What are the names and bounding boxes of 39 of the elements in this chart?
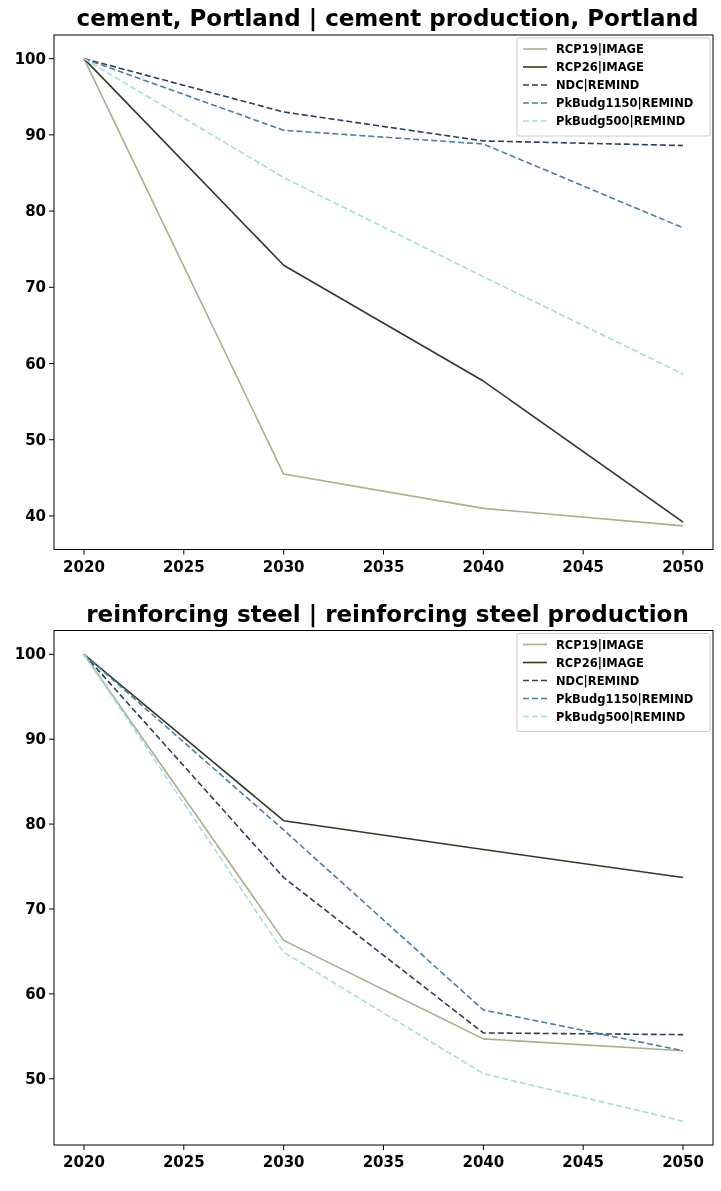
legend-label: NDC|REMIND — [556, 673, 640, 688]
y-tick-label: 90 — [25, 125, 46, 144]
x-tick-label: 2035 — [362, 557, 405, 576]
legend-label: RCP19|IMAGE — [556, 637, 644, 652]
y-tick-label: 40 — [25, 506, 46, 525]
legend-label: PkBudg1150|REMIND — [556, 691, 694, 706]
chart-title: cement, Portland | cement production, Portland — [76, 5, 699, 32]
y-tick-label: 70 — [25, 278, 46, 297]
y-tick-label: 100 — [14, 49, 46, 68]
x-tick-label: 2030 — [262, 1153, 305, 1171]
x-tick-label: 2045 — [562, 1153, 605, 1171]
chart-title: reinforcing steel | reinforcing steel production — [86, 600, 689, 628]
legend-label: RCP26|IMAGE — [556, 60, 644, 74]
legend-label: PkBudg500|REMIND — [556, 709, 686, 724]
legend-label: NDC|REMIND — [556, 78, 640, 92]
x-tick-label: 2045 — [562, 557, 605, 576]
y-tick-label: 80 — [25, 202, 46, 221]
legend-label: RCP19|IMAGE — [556, 42, 644, 56]
y-tick-label: 50 — [25, 1069, 46, 1088]
y-tick-label: 50 — [25, 430, 46, 449]
y-tick-label: 80 — [25, 815, 46, 834]
x-tick-label: 2050 — [662, 1153, 704, 1171]
y-tick-label: 90 — [25, 730, 46, 749]
y-tick-label: 60 — [25, 984, 46, 1003]
x-tick-label: 2040 — [462, 557, 505, 576]
x-tick-label: 2025 — [162, 557, 205, 576]
x-tick-label: 2040 — [462, 1153, 505, 1171]
y-tick-label: 70 — [25, 899, 46, 918]
legend-label: PkBudg1150|REMIND — [556, 96, 694, 110]
x-tick-label: 2025 — [162, 1153, 205, 1171]
x-tick-label: 2030 — [262, 557, 305, 576]
x-tick-label: 2035 — [362, 1153, 405, 1171]
y-tick-label: 60 — [25, 354, 46, 373]
x-tick-label: 2020 — [63, 557, 105, 576]
x-tick-label: 2020 — [63, 1153, 105, 1171]
x-tick-label: 2050 — [662, 557, 704, 576]
y-tick-label: 100 — [14, 645, 46, 664]
legend-label: PkBudg500|REMIND — [556, 114, 686, 128]
legend-label: RCP26|IMAGE — [556, 655, 644, 670]
